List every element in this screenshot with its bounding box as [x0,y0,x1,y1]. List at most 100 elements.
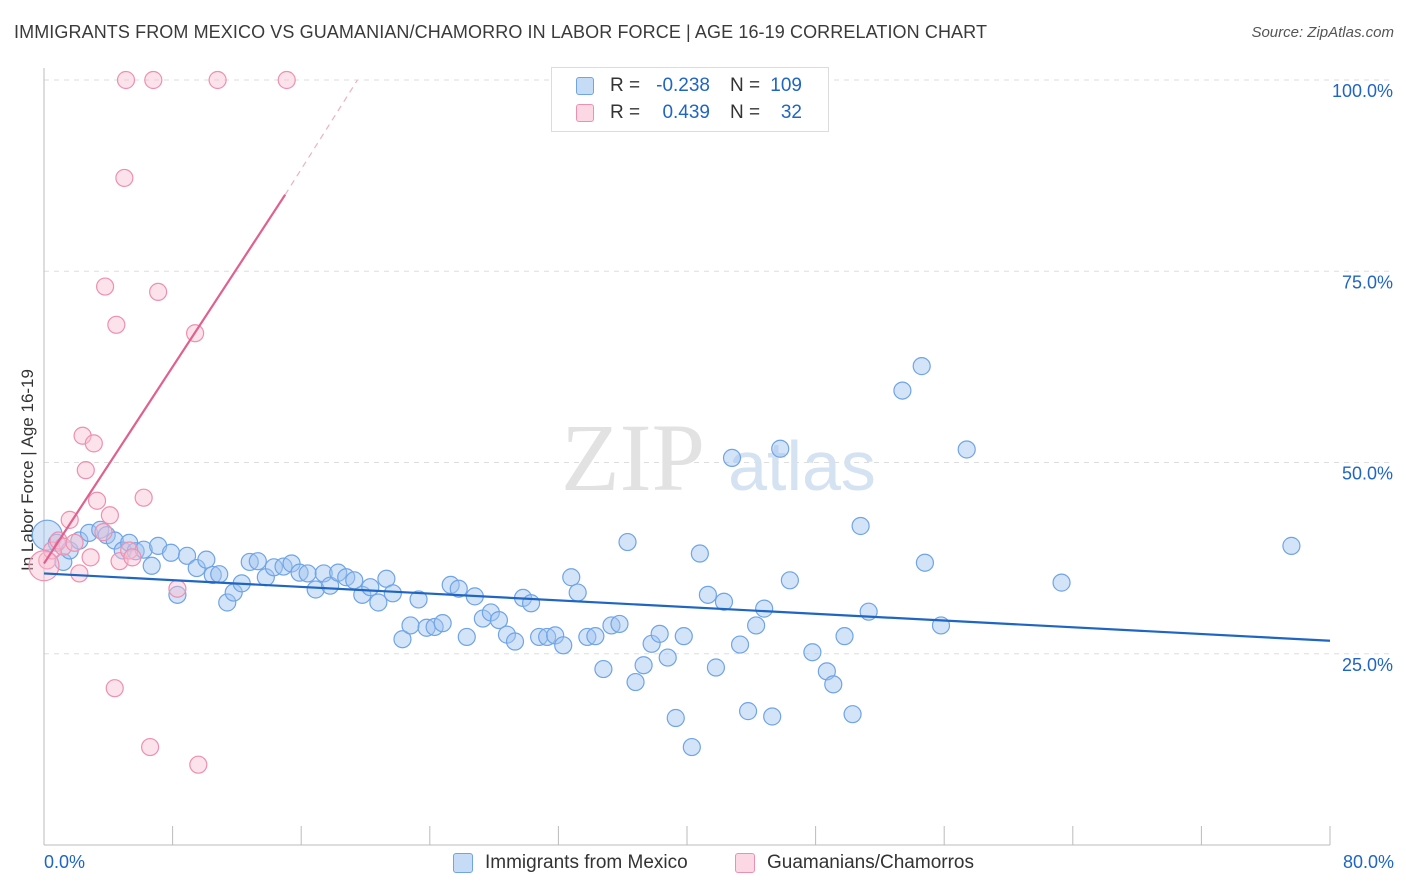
y-tick-label: 25.0% [1342,655,1393,675]
r-value: -0.238 [656,75,710,96]
data-point [189,755,208,774]
data-point [210,565,229,584]
data-point [28,550,60,582]
data-point [835,627,854,646]
data-point [361,578,380,597]
data-point [100,506,120,525]
series-guamanians-chamorros [28,70,296,774]
data-point [144,70,163,90]
n-value: 32 [780,102,802,123]
data-point [851,516,870,536]
data-point [650,624,669,643]
data-point [203,565,222,585]
data-point [433,614,452,633]
data-point [369,593,388,612]
data-point [521,594,541,613]
data-point [755,599,774,618]
n-value: 109 [770,75,802,96]
data-point [70,531,89,550]
data-point [586,627,605,646]
data-point [168,579,187,598]
data-point [60,510,79,529]
trend-lines [43,79,1331,642]
data-point [168,585,187,604]
data-point [747,616,766,635]
n-label: N = [730,75,761,96]
data-point [409,590,428,609]
data-point [690,544,709,563]
y-tick-label: 50.0% [1342,464,1393,484]
data-point [915,553,935,572]
watermark-zip: ZIP [561,404,705,511]
data-point [674,627,693,646]
trend-line-guamanian-extension [284,79,358,196]
data-point [161,543,181,562]
series-legend: Immigrants from Mexico Guamanians/Chamor… [0,851,1406,879]
data-point [76,461,95,480]
y-tick-labels: 25.0% 50.0% 75.0% 100.0% [1332,81,1393,675]
data-point [107,315,126,334]
legend-label: Immigrants from Mexico [485,852,688,873]
data-point [771,439,790,458]
data-point [149,282,168,302]
data-point [658,648,677,667]
data-point [610,614,629,634]
data-point [780,571,799,590]
data-point [70,564,89,583]
grid-lines [44,79,1392,655]
data-point [87,491,107,510]
data-point [94,523,113,542]
data-point [81,548,100,567]
data-point [730,635,750,654]
data-point [893,381,912,400]
data-point [1052,573,1071,592]
data-point [115,168,134,188]
data-point [95,277,115,296]
legend-swatch-mexico [453,853,473,873]
data-point [505,632,525,651]
axes [43,68,1331,846]
legend-swatch-guamanian [735,853,755,873]
data-point [197,550,216,569]
data-point [722,448,742,468]
data-point [65,533,84,552]
data-point [626,672,645,692]
data-point [568,583,587,602]
source-label: Source: ZipAtlas.com [1251,24,1394,41]
data-point [666,708,685,728]
data-point [698,585,717,604]
swatch-guamanian [576,104,594,122]
stats-row-mexico: R = -0.238 N = 109 [552,74,828,100]
data-point [105,679,124,698]
stats-legend: R = -0.238 N = 109 R = 0.439 N = 32 [551,67,829,132]
data-point [142,556,161,575]
data-point [84,434,103,453]
data-point [277,70,296,90]
data-point [843,705,862,724]
data-point [401,616,420,635]
data-point [321,576,340,595]
trend-line-guamanian [43,194,287,565]
y-tick-label: 100.0% [1332,81,1393,101]
data-point [706,658,726,677]
x-max-label: 80.0% [1342,852,1394,872]
data-point [218,593,237,612]
data-point [957,440,976,459]
r-value: 0.439 [662,102,710,123]
data-point [134,488,153,507]
r-label: R = [610,75,641,96]
watermark-atlas: atlas [728,427,876,505]
data-point [248,552,267,571]
data-point [824,675,843,694]
data-point [562,568,581,587]
data-point [763,707,782,726]
data-point [264,558,283,577]
data-point [383,584,402,603]
data-point [79,523,99,542]
swatch-mexico [576,77,594,95]
data-point [682,737,701,757]
data-point [912,357,931,376]
data-point [116,70,136,90]
trend-line-mexico [43,572,1331,642]
